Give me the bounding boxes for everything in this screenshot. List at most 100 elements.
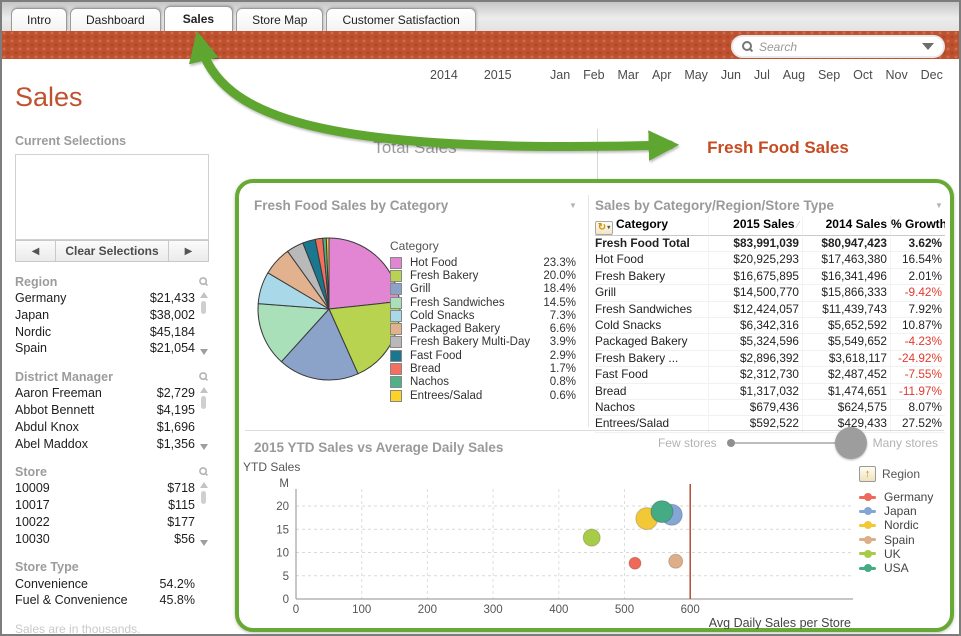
list-scrollbar[interactable] xyxy=(199,482,209,546)
region-legend-item-nordic[interactable]: Nordic xyxy=(859,518,949,532)
month-jul[interactable]: Jul xyxy=(753,68,770,82)
list-item-nordic[interactable]: Nordic $45,184 xyxy=(15,324,195,341)
month-oct[interactable]: Oct xyxy=(853,68,873,82)
bubble-germany[interactable] xyxy=(628,556,642,570)
search-dropdown-icon[interactable] xyxy=(922,43,934,50)
month-jan[interactable]: Jan xyxy=(550,68,571,82)
month-mar[interactable]: Mar xyxy=(617,68,640,82)
list-item-abbot-bennett[interactable]: Abbot Bennett $4,195 xyxy=(15,402,195,419)
scroll-down-icon[interactable] xyxy=(200,349,208,356)
table-row-fresh-bakery[interactable]: Fresh Bakery $16,675,895 $16,341,496 2.01% xyxy=(595,268,945,286)
month-nov[interactable]: Nov xyxy=(885,68,908,82)
list-item-spain[interactable]: Spain $21,054 xyxy=(15,340,195,357)
table-row-fast-food[interactable]: Fast Food $2,312,730 $2,487,452 -7.55% xyxy=(595,367,945,384)
table-row-entrees-salad[interactable]: Entrees/Salad $592,522 $429,433 27.52% xyxy=(595,416,945,433)
table-row-fresh-bakery[interactable]: Fresh Bakery ... $2,896,392 $3,618,117 -24.… xyxy=(595,350,945,368)
list-item-10017[interactable]: 10017 $115 xyxy=(15,497,195,514)
list-item-value: $1,696 xyxy=(156,419,195,434)
bubble-usa[interactable] xyxy=(650,500,674,524)
table-menu-caret-icon[interactable]: ▼ xyxy=(935,201,943,210)
scroll-down-icon[interactable] xyxy=(200,539,208,546)
list-item-abdul-knox[interactable]: Abdul Knox $1,696 xyxy=(15,419,195,436)
region-legend-item-germany[interactable]: Germany xyxy=(859,490,949,504)
bubble-uk[interactable] xyxy=(582,528,601,547)
month-dec[interactable]: Dec xyxy=(920,68,943,82)
table-header-category[interactable]: ↻ ▾ Category xyxy=(595,216,708,236)
tab-customer-satisfaction[interactable]: Customer Satisfaction xyxy=(326,8,476,31)
tab-store-map[interactable]: Store Map xyxy=(236,8,324,31)
bubble-spain[interactable] xyxy=(668,553,684,569)
search-icon xyxy=(742,41,753,52)
year-2014[interactable]: 2014 xyxy=(430,68,458,82)
pie-legend-item-fresh-sandwiches: Fresh Sandwiches 14.5% xyxy=(390,296,576,309)
list-item-10022[interactable]: 10022 $177 xyxy=(15,514,195,531)
month-sep[interactable]: Sep xyxy=(817,68,841,82)
list-scrollbar[interactable] xyxy=(199,387,209,451)
table-row-fresh-sandwiches[interactable]: Fresh Sandwiches $12,424,057 $11,439,743 7.… xyxy=(595,301,945,319)
table-row-hot-food[interactable]: Hot Food $20,925,293 $17,463,380 16.54% xyxy=(595,252,945,269)
list-scrollbar[interactable] xyxy=(199,292,209,356)
pie-slice-grill[interactable] xyxy=(280,308,359,381)
table-row-packaged-bakery[interactable]: Packaged Bakery $5,324,596 $5,549,652 -4.23… xyxy=(595,334,945,351)
scroll-thumb[interactable] xyxy=(201,491,206,505)
table-row-fresh-food-total[interactable]: Fresh Food Total $83,991,039 $80,947,423 3.… xyxy=(595,236,945,253)
list-search-icon[interactable] xyxy=(199,467,208,476)
list-item-abel-maddox[interactable]: Abel Maddox $1,356 xyxy=(15,436,195,453)
scroll-thumb[interactable] xyxy=(201,396,206,410)
y-tick-15: 15 xyxy=(276,524,289,536)
step-forward-button[interactable]: ▶ xyxy=(168,240,209,262)
table-row-grill[interactable]: Grill $14,500,770 $15,866,333 -9.42% xyxy=(595,285,945,302)
list-item-aaron-freeman[interactable]: Aaron Freeman $2,729 xyxy=(15,385,195,402)
step-back-button[interactable]: ◀ xyxy=(15,240,56,262)
table-row-bread[interactable]: Bread $1,317,032 $1,474,651 -11.97% xyxy=(595,383,945,401)
pie-legend-label: Fresh Bakery Multi-Day xyxy=(410,336,531,349)
tab-fresh-food-sales[interactable]: Fresh Food Sales xyxy=(707,138,849,157)
list-item-japan[interactable]: Japan $38,002 xyxy=(15,307,195,324)
table-row-cold-snacks[interactable]: Cold Snacks $6,342,316 $5,652,592 10.87% xyxy=(595,318,945,335)
tab-dashboard[interactable]: Dashboard xyxy=(70,8,161,31)
list-item-germany[interactable]: Germany $21,433 xyxy=(15,290,195,307)
list-item-convenience[interactable]: Convenience 54.2% xyxy=(15,576,195,593)
table-cell-category: Fast Food xyxy=(595,367,708,384)
month-feb[interactable]: Feb xyxy=(583,68,605,82)
region-legend-item-usa[interactable]: USA xyxy=(859,561,949,575)
cycle-group-icon[interactable]: ↻ ▾ xyxy=(595,221,613,235)
table-cell-2015-sales: $6,342,316 xyxy=(708,318,802,335)
list-item-10030[interactable]: 10030 $56 xyxy=(15,531,195,548)
table-header-growth[interactable]: % Growth xyxy=(890,216,945,236)
scroll-thumb[interactable] xyxy=(201,301,206,314)
month-jun[interactable]: Jun xyxy=(720,68,741,82)
scroll-up-icon[interactable] xyxy=(200,292,208,298)
slider-handle[interactable] xyxy=(834,427,867,459)
region-legend-item-spain[interactable]: Spain xyxy=(859,533,949,547)
table-row-nachos[interactable]: Nachos $679,436 $624,575 8.07% xyxy=(595,400,945,417)
month-apr[interactable]: Apr xyxy=(651,68,672,82)
region-legend-item-japan[interactable]: Japan xyxy=(859,504,949,518)
scroll-up-icon[interactable] xyxy=(200,482,208,489)
pie-slice-fresh-sandwiches[interactable] xyxy=(257,303,331,363)
list-item-10009[interactable]: 10009 $718 xyxy=(15,480,195,497)
pie-slice-hot-food[interactable] xyxy=(328,237,401,310)
month-may[interactable]: May xyxy=(684,68,708,82)
table-cell-category: Bread xyxy=(595,384,708,401)
tab-intro[interactable]: Intro xyxy=(11,8,68,31)
year-2015[interactable]: 2015 xyxy=(483,68,512,82)
clear-selections-button[interactable]: Clear Selections xyxy=(56,240,168,262)
list-search-icon[interactable] xyxy=(199,372,208,381)
table-header-2014-sales[interactable]: 2014 Sales xyxy=(802,216,890,236)
tab-total-sales[interactable]: Total Sales xyxy=(373,138,457,157)
pie-menu-caret-icon[interactable]: ▼ xyxy=(569,201,577,210)
slider-track[interactable] xyxy=(726,427,867,459)
table-header-2015-sales[interactable]: 2015 Sales ∕ xyxy=(708,216,802,236)
scroll-up-icon[interactable] xyxy=(200,387,208,394)
tab-sales[interactable]: Sales xyxy=(163,6,234,31)
scroll-down-icon[interactable] xyxy=(200,444,208,451)
pie-slice-entrees-salad[interactable] xyxy=(325,237,330,310)
search-box[interactable]: Search xyxy=(731,35,945,58)
list-item-fuel-convenience[interactable]: Fuel & Convenience 45.8% xyxy=(15,592,195,609)
region-legend-item-uk[interactable]: UK xyxy=(859,547,949,561)
month-aug[interactable]: Aug xyxy=(782,68,806,82)
table-cell-2014-sales: $15,866,333 xyxy=(802,285,890,302)
dimension-up-arrow-icon[interactable]: ↑ xyxy=(859,466,876,482)
list-search-icon[interactable] xyxy=(199,277,208,286)
